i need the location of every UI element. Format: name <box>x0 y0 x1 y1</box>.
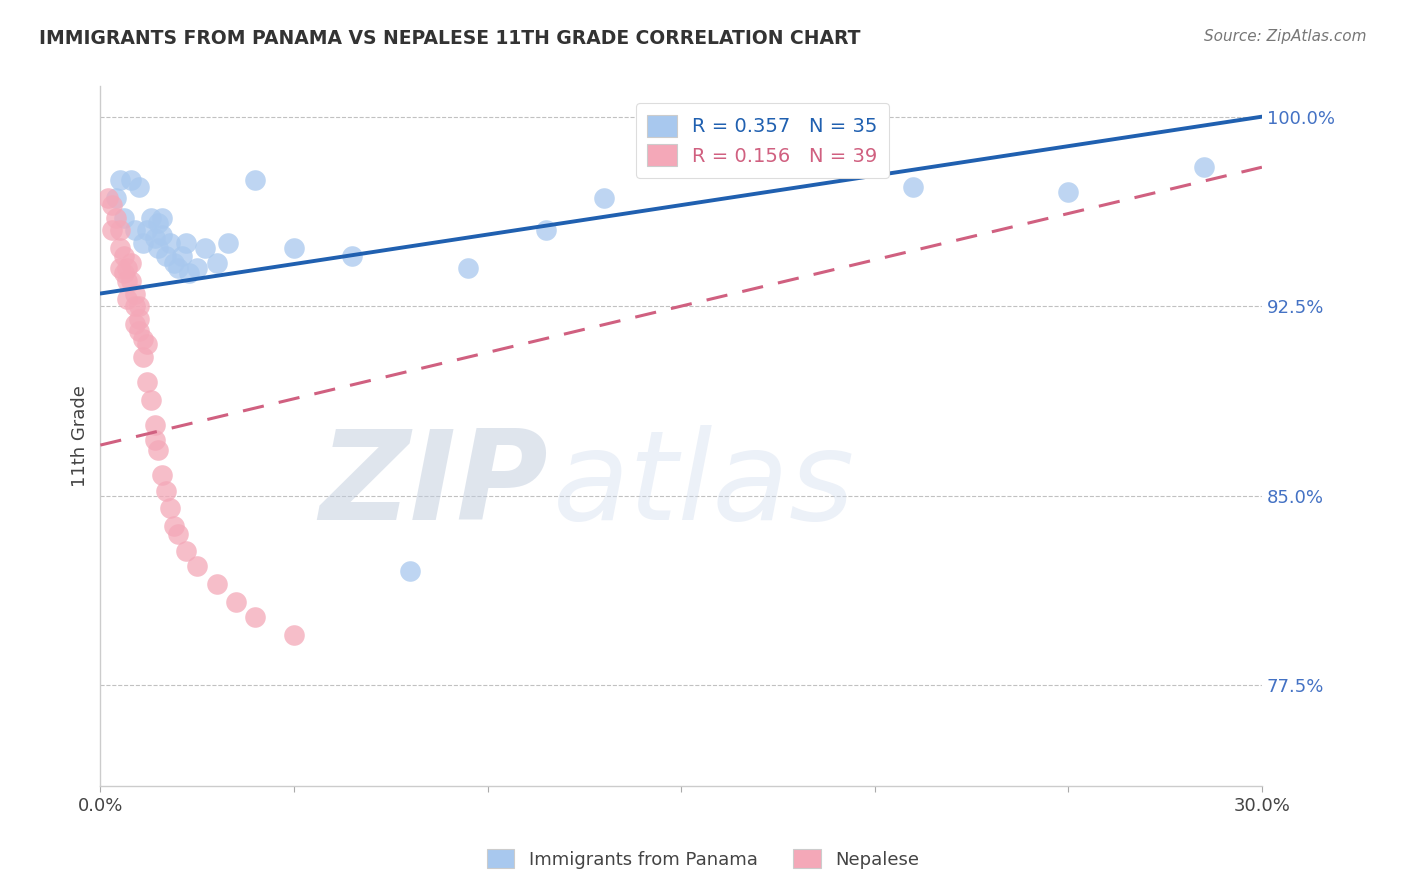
Point <box>205 577 228 591</box>
Point <box>104 211 127 225</box>
Point <box>120 274 142 288</box>
Point <box>163 256 186 270</box>
Point <box>340 249 363 263</box>
Point <box>903 180 925 194</box>
Point <box>245 173 267 187</box>
Point <box>174 544 197 558</box>
Point <box>457 261 479 276</box>
Point <box>186 261 208 276</box>
Point <box>128 325 150 339</box>
Point <box>117 274 139 288</box>
Point <box>139 211 162 225</box>
Point <box>170 249 193 263</box>
Point <box>194 241 217 255</box>
Point <box>117 292 139 306</box>
Point <box>143 433 166 447</box>
Point <box>592 190 614 204</box>
Text: Source: ZipAtlas.com: Source: ZipAtlas.com <box>1204 29 1367 44</box>
Point <box>135 337 157 351</box>
Point <box>150 468 173 483</box>
Point <box>159 235 181 250</box>
Point <box>150 211 173 225</box>
Point <box>97 190 120 204</box>
Point <box>186 559 208 574</box>
Point <box>1192 160 1215 174</box>
Text: IMMIGRANTS FROM PANAMA VS NEPALESE 11TH GRADE CORRELATION CHART: IMMIGRANTS FROM PANAMA VS NEPALESE 11TH … <box>39 29 860 47</box>
Point <box>139 392 162 407</box>
Point <box>132 350 155 364</box>
Point <box>101 198 124 212</box>
Point <box>148 443 170 458</box>
Point <box>143 417 166 432</box>
Point <box>534 223 557 237</box>
Point <box>159 501 181 516</box>
Point <box>108 241 131 255</box>
Point <box>155 483 177 498</box>
Point <box>179 266 201 280</box>
Point <box>108 173 131 187</box>
Point <box>128 299 150 313</box>
Point <box>1057 186 1080 200</box>
Point <box>155 249 177 263</box>
Text: atlas: atlas <box>554 425 855 546</box>
Point <box>205 256 228 270</box>
Point <box>108 223 131 237</box>
Point <box>132 332 155 346</box>
Legend: Immigrants from Panama, Nepalese: Immigrants from Panama, Nepalese <box>479 841 927 876</box>
Point <box>148 241 170 255</box>
Point <box>104 190 127 204</box>
Point <box>163 519 186 533</box>
Point <box>135 223 157 237</box>
Point <box>101 223 124 237</box>
Point <box>143 231 166 245</box>
Point <box>124 223 146 237</box>
Point <box>166 526 188 541</box>
Point <box>399 565 422 579</box>
Point <box>150 228 173 243</box>
Point <box>124 286 146 301</box>
Point <box>120 173 142 187</box>
Point <box>217 235 239 250</box>
Point <box>148 216 170 230</box>
Legend: R = 0.357   N = 35, R = 0.156   N = 39: R = 0.357 N = 35, R = 0.156 N = 39 <box>636 103 889 178</box>
Text: ZIP: ZIP <box>319 425 547 546</box>
Point <box>112 211 135 225</box>
Point <box>128 311 150 326</box>
Point <box>283 241 305 255</box>
Point <box>124 317 146 331</box>
Y-axis label: 11th Grade: 11th Grade <box>72 385 89 487</box>
Point <box>174 235 197 250</box>
Point <box>132 235 155 250</box>
Point <box>112 266 135 280</box>
Point <box>108 261 131 276</box>
Point <box>283 627 305 641</box>
Point <box>124 299 146 313</box>
Point <box>166 261 188 276</box>
Point <box>135 375 157 389</box>
Point <box>120 256 142 270</box>
Point <box>245 610 267 624</box>
Point <box>225 595 247 609</box>
Point <box>112 249 135 263</box>
Point <box>128 180 150 194</box>
Point <box>117 261 139 276</box>
